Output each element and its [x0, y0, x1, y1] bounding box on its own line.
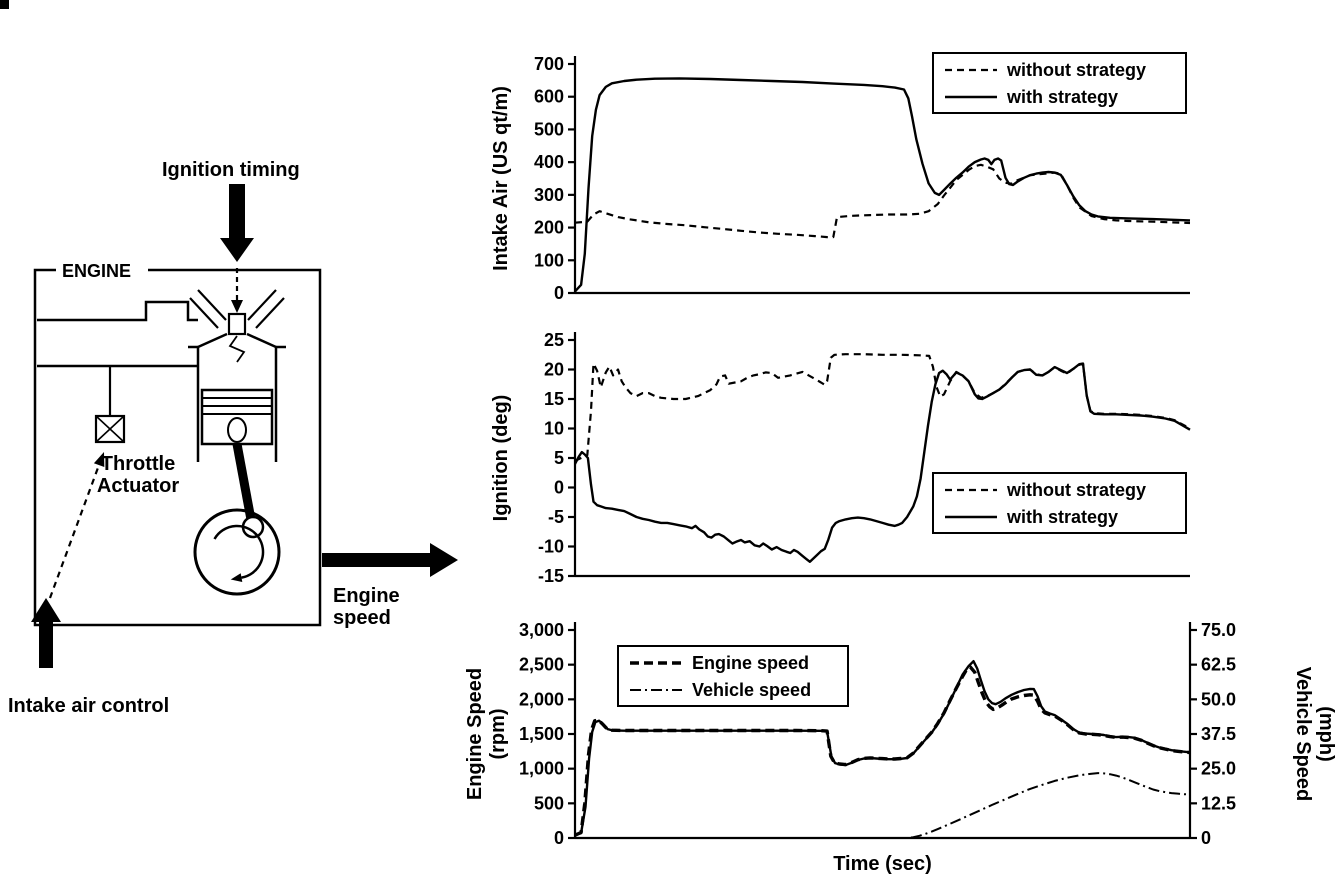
series-line-engine-speed: [574, 665, 1191, 837]
y-tick-label: 2,000: [519, 689, 564, 709]
engine-box: [33, 268, 322, 627]
y-tick-label: 50.0: [1201, 689, 1236, 709]
y-tick-label: 500: [534, 119, 564, 139]
y-tick-label: -15: [538, 566, 564, 586]
spark-zigzag: [228, 335, 246, 363]
y-tick-label: 12.5: [1201, 793, 1236, 813]
y-tick-label: 1,000: [519, 759, 564, 779]
y-tick-label: 25: [544, 330, 564, 350]
y-axis-title-right: Vehicle Speed: [1292, 667, 1314, 802]
legend: without strategy with strategy: [932, 472, 1187, 534]
throttle-actuator-label-line2: Actuator: [97, 475, 179, 497]
y-tick-label: 600: [534, 87, 564, 107]
crank-rotation-arrowhead: [230, 573, 243, 582]
legend-entry-label: without strategy: [1006, 480, 1146, 500]
y-tick-label: 37.5: [1201, 724, 1236, 744]
corner-mark: [0, 0, 9, 9]
valve-line-right-outer: [247, 289, 277, 321]
cylinder-head-slant-left: [197, 332, 228, 349]
series-line-vehicle-speed: [575, 772, 1191, 839]
intake-air-control-label: Intake air control: [8, 695, 169, 717]
engine-speed-label-line1: Engine: [333, 585, 400, 607]
legend-entry-label: with strategy: [1006, 507, 1118, 527]
valve-line-right-inner: [255, 297, 285, 329]
legend-entry-label: Vehicle speed: [692, 680, 811, 700]
speed-chart: 3,000 2,500 2,000 1,500 1,000 500 0 75.0 62.5 50.…: [464, 620, 1337, 875]
legend-entry-label: without strategy: [1006, 60, 1146, 80]
legend: Engine speed Vehicle speed: [617, 645, 849, 707]
y-axis-title: Ignition (deg): [490, 395, 512, 522]
engine-speed-arrow: [322, 543, 458, 577]
engine-diagram: Ignition timing ENGINE Throttle Actuator: [0, 0, 458, 717]
crankshaft-circle: [193, 508, 281, 596]
series-line-without-strategy: [574, 163, 1191, 239]
y-axis-title-right: (mph): [1315, 706, 1337, 762]
legend: without strategy with strategy: [932, 52, 1187, 114]
ignition-dashed-arrowhead: [231, 300, 243, 313]
y-tick-label: 100: [534, 250, 564, 270]
intake-runner-upper: [37, 300, 198, 322]
intake-control-arrowhead: [93, 452, 105, 467]
connecting-rod: [232, 443, 257, 526]
ignition-timing-label: Ignition timing: [162, 159, 300, 181]
y-tick-label: 700: [534, 54, 564, 74]
y-tick-label: 62.5: [1201, 655, 1236, 675]
crank-rotation-arrow: [213, 524, 265, 579]
y-tick-label: 20: [544, 360, 564, 380]
legend-box: [932, 472, 1187, 534]
series-line-with-strategy: [573, 362, 1191, 563]
y-tick-label: 15: [544, 389, 564, 409]
spark-plug: [227, 312, 247, 336]
y-tick-label: 25.0: [1201, 759, 1236, 779]
throttle-actuator-hatch-2: [95, 415, 125, 443]
y-tick-label: 2,500: [519, 655, 564, 675]
intake-control-dashed-line: [48, 464, 101, 599]
intake-air-control-arrow: [31, 598, 61, 668]
valve-line-left-inner: [189, 297, 219, 329]
legend-box: [617, 645, 849, 707]
y-tick-label: 0: [1201, 828, 1211, 848]
engine-label: ENGINE: [62, 261, 131, 281]
legend-entry-label: with strategy: [1006, 87, 1118, 107]
y-tick-label: 5: [554, 448, 564, 468]
ignition-chart: 25 20 15 10 5 0 -5 -10 -15 without strategy with s…: [490, 330, 1191, 586]
y-tick-label: 75.0: [1201, 620, 1236, 640]
piston-pin: [227, 417, 247, 443]
y-tick-label: 0: [554, 828, 564, 848]
series-line-without-strategy: [574, 353, 1191, 462]
y-tick-label: 0: [554, 478, 564, 498]
y-tick-label: 400: [534, 152, 564, 172]
x-axis-title: Time (sec): [833, 853, 932, 875]
y-axis-title-left: Engine Speed: [464, 668, 486, 800]
y-tick-label: -5: [548, 507, 564, 527]
y-tick-label: 300: [534, 185, 564, 205]
y-tick-label: -10: [538, 537, 564, 557]
series-line-with-strategy: [574, 77, 1191, 293]
cylinder-head-slant-right: [246, 332, 277, 349]
y-tick-label: 0: [554, 283, 564, 303]
y-axis-title: Intake Air (US qt/m): [490, 86, 512, 271]
legend-box: [932, 52, 1187, 114]
y-tick-label: 3,000: [519, 620, 564, 640]
throttle-actuator-label-line1: Throttle: [101, 453, 175, 475]
valve-line-left-outer: [197, 289, 227, 321]
y-tick-label: 1,500: [519, 724, 564, 744]
engine-label-bg: [56, 260, 148, 279]
engine-speed-label-line2: speed: [333, 607, 391, 629]
y-axis-title-left: (rpm): [487, 708, 509, 759]
y-tick-label: 500: [534, 793, 564, 813]
legend-entry-label: Engine speed: [692, 653, 809, 673]
ignition-timing-arrow: [220, 184, 254, 262]
y-tick-label: 10: [544, 419, 564, 439]
y-tick-label: 200: [534, 218, 564, 238]
